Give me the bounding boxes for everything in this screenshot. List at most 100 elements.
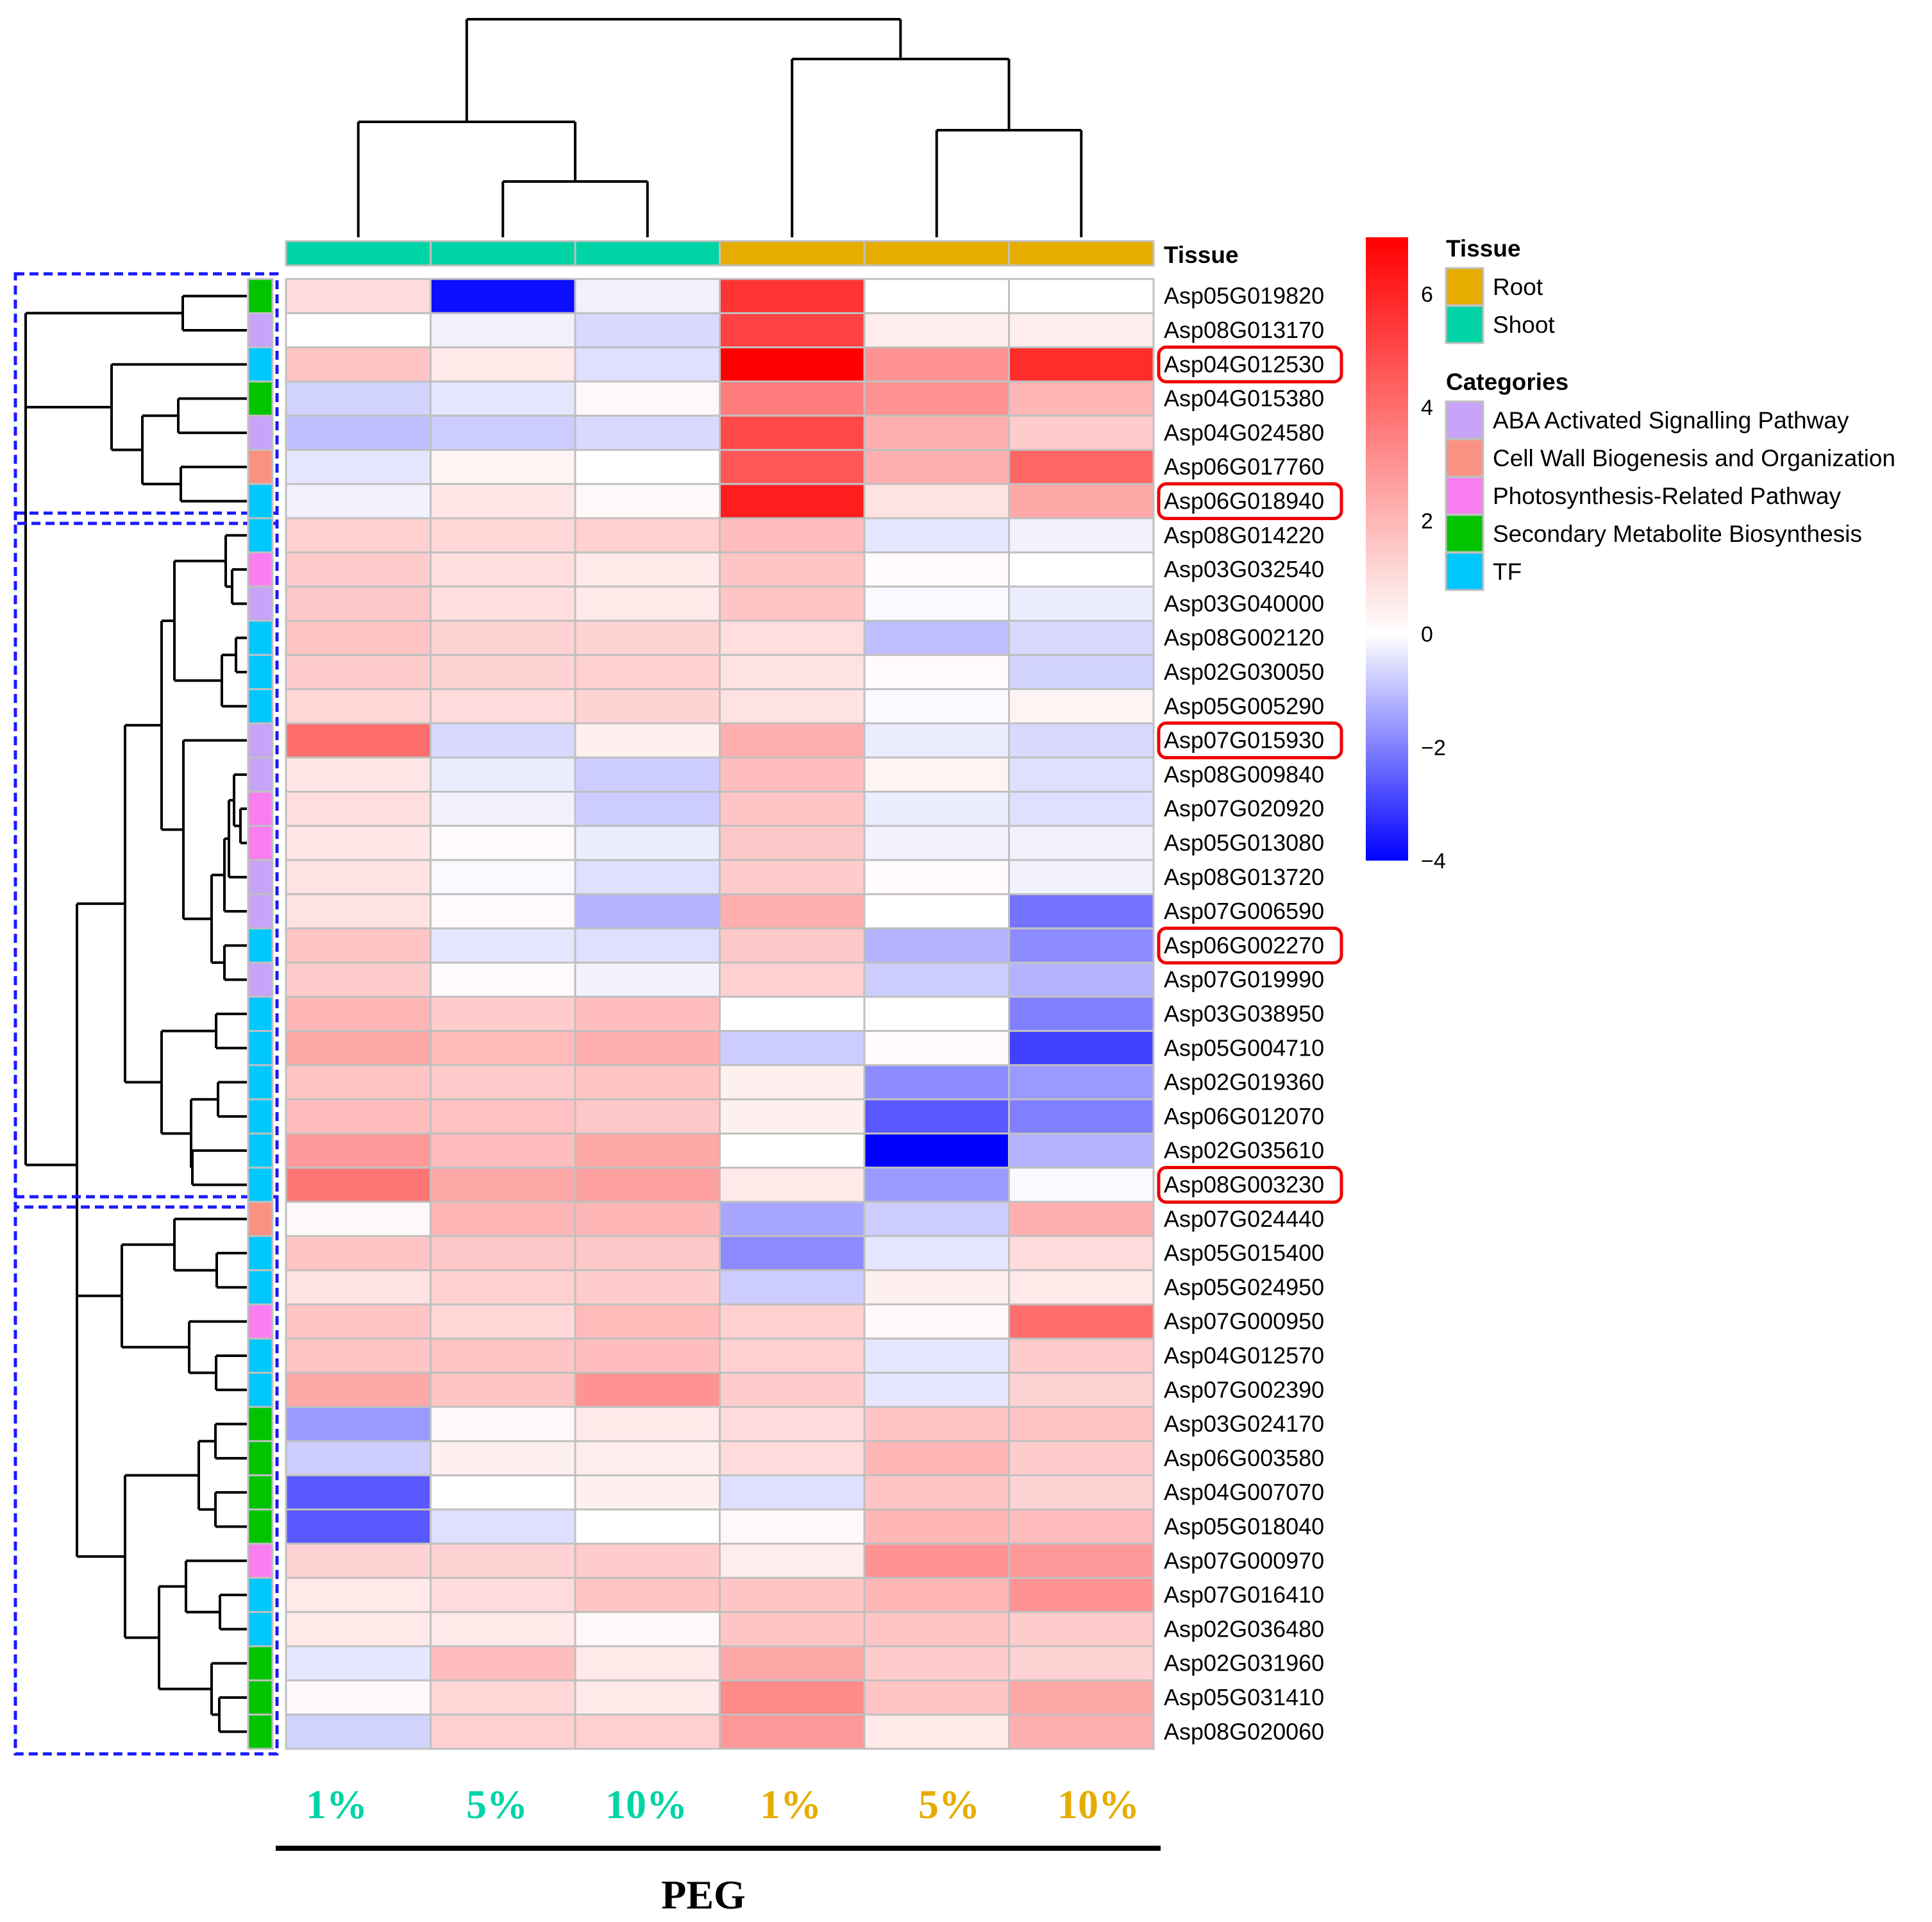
category-annotation-cell <box>247 1167 274 1203</box>
heatmap-cell <box>574 1508 721 1545</box>
heatmap-cell <box>1008 1611 1155 1648</box>
heatmap-cell <box>430 1098 576 1134</box>
legend-category-swatch <box>1445 552 1484 591</box>
heatmap-cell <box>574 1679 721 1716</box>
column-label: 1% <box>760 1782 821 1827</box>
heatmap-cell <box>863 1406 1010 1442</box>
heatmap-cell <box>719 1440 866 1476</box>
heatmap-cell <box>863 586 1010 622</box>
heatmap-cell <box>863 1679 1010 1716</box>
x-axis-title: PEG <box>661 1872 746 1918</box>
category-annotation-cell <box>247 517 274 553</box>
heatmap-cell <box>430 586 576 622</box>
heatmap-cell <box>1008 1030 1155 1066</box>
heatmap-cell <box>719 517 866 553</box>
heatmap-cell <box>719 722 866 759</box>
tissue-annotation-cell <box>430 240 576 267</box>
heatmap-cell <box>1008 551 1155 588</box>
heatmap-cell <box>285 1303 432 1340</box>
tissue-annotation-cell <box>285 240 432 267</box>
heatmap-cell <box>719 1679 866 1716</box>
heatmap-cell <box>430 1679 576 1716</box>
heatmap-cell <box>430 449 576 485</box>
highlight-box <box>1157 926 1343 965</box>
heatmap-cell <box>863 278 1010 314</box>
tissue-annotation-cell <box>863 240 1010 267</box>
heatmap-cell <box>719 483 866 519</box>
heatmap-cell <box>285 551 432 588</box>
heatmap-cell <box>574 1030 721 1066</box>
heatmap-cell <box>863 1508 1010 1545</box>
heatmap-cell <box>574 449 721 485</box>
gene-label: Asp03G040000 <box>1164 590 1324 616</box>
heatmap-cell <box>863 346 1010 383</box>
heatmap-cell <box>285 1167 432 1203</box>
heatmap-cell <box>574 1303 721 1340</box>
heatmap-cell <box>574 483 721 519</box>
color-scale-tick-label: −4 <box>1421 849 1446 873</box>
highlight-box <box>1157 1165 1343 1204</box>
heatmap-cell <box>430 483 576 519</box>
category-annotation-cell <box>247 688 274 725</box>
heatmap-cell <box>285 414 432 451</box>
heatmap-cell <box>719 1235 866 1272</box>
heatmap-cell <box>719 1064 866 1100</box>
heatmap-cell <box>430 620 576 656</box>
heatmap-cell <box>863 1576 1010 1614</box>
heatmap-cell <box>574 1235 721 1272</box>
color-scale-legend: 6 4 2 0 −2 −4 <box>1366 237 1446 873</box>
gene-label: Asp04G012530 <box>1164 351 1324 377</box>
heatmap-cell <box>285 1611 432 1648</box>
heatmap-cell <box>574 653 721 691</box>
heatmap-cell <box>574 1269 721 1306</box>
heatmap-cell <box>574 1201 721 1237</box>
heatmap-cell <box>863 927 1010 964</box>
category-annotation-cell <box>247 312 274 349</box>
gene-label: Asp06G003580 <box>1164 1445 1324 1471</box>
category-annotation-cell <box>247 1201 274 1237</box>
heatmap-cell <box>285 1337 432 1374</box>
gene-label: Asp02G036480 <box>1164 1615 1324 1642</box>
category-annotation-cell <box>247 1645 274 1682</box>
heatmap-cell <box>574 995 721 1033</box>
gene-label: Asp02G031960 <box>1164 1650 1324 1676</box>
heatmap-cell <box>430 1406 576 1442</box>
heatmap-cell <box>863 722 1010 759</box>
category-annotation-cell <box>247 1064 274 1100</box>
gene-label: Asp07G019990 <box>1164 966 1324 993</box>
legend-category-label: ABA Activated Signalling Pathway <box>1493 407 1849 434</box>
heatmap-cell <box>574 1542 721 1579</box>
heatmap-cell <box>430 653 576 691</box>
heatmap-cell <box>863 1337 1010 1374</box>
heatmap-cell <box>285 312 432 349</box>
gene-label: Asp06G017760 <box>1164 453 1324 480</box>
gene-label: Asp08G014220 <box>1164 522 1324 548</box>
heatmap-cell <box>430 791 576 827</box>
tissue-annotation-label: Tissue <box>1164 242 1239 268</box>
heatmap-cell <box>1008 449 1155 485</box>
legend-tissue-label: Root <box>1493 274 1543 300</box>
category-annotation-cell <box>247 1406 274 1442</box>
gene-label: Asp05G024950 <box>1164 1274 1324 1300</box>
heatmap-cell <box>574 927 721 964</box>
heatmap-cell <box>719 927 866 964</box>
heatmap-cell <box>574 1611 721 1648</box>
gene-label: Asp05G013080 <box>1164 829 1324 856</box>
category-annotation-cell <box>247 1679 274 1716</box>
heatmap-cell <box>574 1645 721 1682</box>
heatmap-cell <box>574 278 721 314</box>
heatmap-cell <box>430 722 576 759</box>
legend-tissue-label: Shoot <box>1493 312 1555 338</box>
heatmap-cell <box>285 620 432 656</box>
category-annotation-cell <box>247 620 274 656</box>
heatmap-cell <box>719 1372 866 1408</box>
heatmap-cell <box>285 688 432 725</box>
heatmap-cell <box>863 1201 1010 1237</box>
heatmap-cell <box>285 1542 432 1579</box>
heatmap-cell <box>430 414 576 451</box>
heatmap-cell <box>430 1235 576 1272</box>
heatmap-cell <box>430 278 576 314</box>
color-scale-tick-label: 4 <box>1421 396 1433 420</box>
legend-category-swatch <box>1445 438 1484 478</box>
heatmap-cell <box>863 653 1010 691</box>
